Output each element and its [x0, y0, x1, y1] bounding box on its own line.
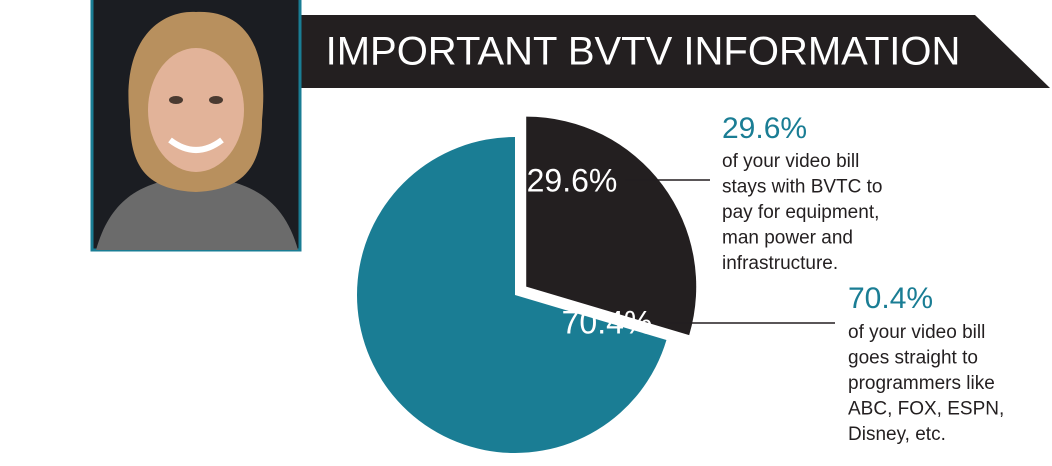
- callout-text: man power and: [722, 228, 853, 249]
- callout-text: infrastructure.: [722, 253, 838, 274]
- callout-text: goes straight to: [848, 348, 978, 369]
- callout-text: Disney, etc.: [848, 424, 946, 445]
- callout-text: of your video bill: [848, 322, 985, 343]
- callout-value: 29.6%: [722, 112, 807, 145]
- callout-text: stays with BVTC to: [722, 177, 883, 198]
- title-banner: [300, 15, 1050, 88]
- callout-text: pay for equipment,: [722, 202, 879, 223]
- callout-text: programmers like: [848, 373, 995, 394]
- slice-label: 70.4%: [562, 304, 653, 340]
- callout-value: 70.4%: [848, 282, 933, 315]
- chart-title: IMPORTANT BVTV INFORMATION: [326, 30, 961, 74]
- callout-text: ABC, FOX, ESPN,: [848, 399, 1004, 420]
- pie-slice: [526, 116, 697, 336]
- slice-label: 29.6%: [527, 162, 618, 198]
- callout-text: of your video bill: [722, 151, 859, 172]
- portrait: [90, 0, 302, 252]
- pie-slice: [357, 137, 667, 453]
